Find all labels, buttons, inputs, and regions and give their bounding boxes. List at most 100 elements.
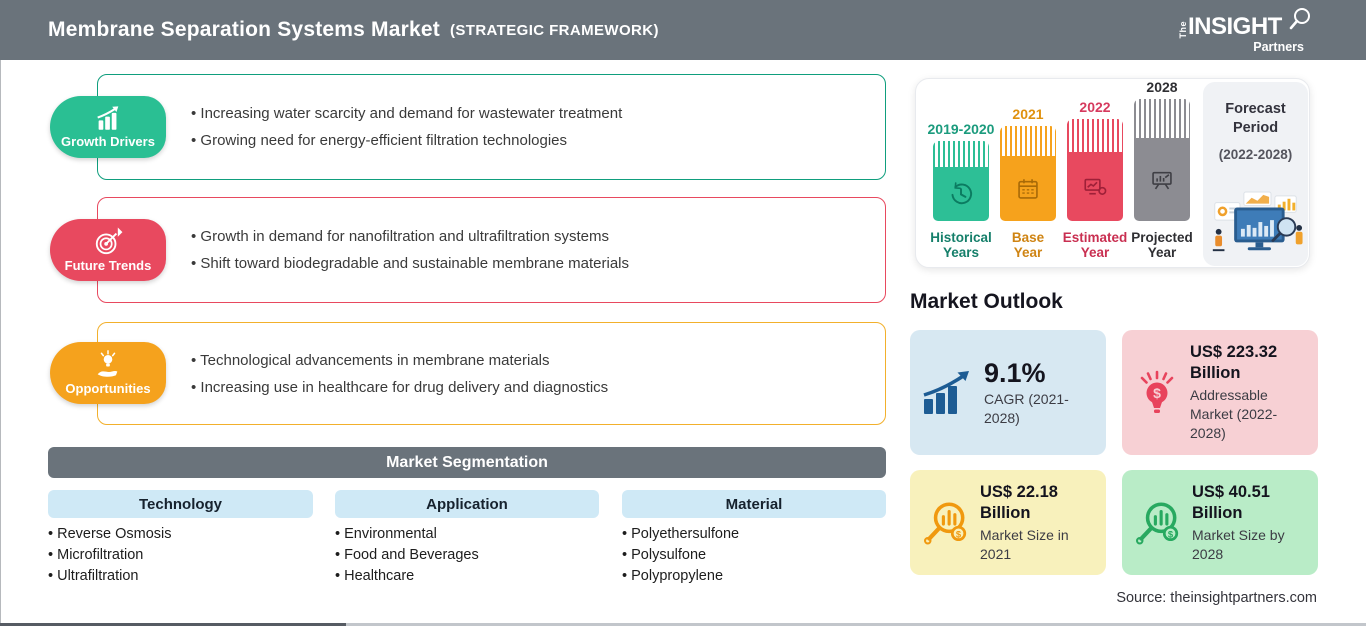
opportunities-box: Technological advancements in membrane m…	[97, 322, 886, 425]
list-item: Reverse Osmosis	[48, 524, 171, 545]
bullet-item: Growing need for energy-efficient filtra…	[191, 132, 622, 149]
list-item: Ultrafiltration	[48, 566, 172, 587]
timeline-bar-projected	[1134, 99, 1190, 221]
forecast-range: (2022-2028)	[1218, 147, 1293, 162]
cagr-value: 9.1%	[984, 357, 1046, 388]
market-caption: Market Size in 2021	[980, 526, 1069, 562]
bar-stripes	[1000, 126, 1056, 157]
market-value: US$ 223.32 Billion	[1190, 343, 1278, 382]
list-item: Polysulfone	[622, 545, 739, 566]
research-timeline-card: 2019-2020 2021 2022 2028	[915, 78, 1310, 268]
logo-the-text: The	[1178, 21, 1188, 39]
svg-text:$: $	[1168, 528, 1174, 539]
bar-body	[1000, 156, 1056, 221]
page-title: Membrane Separation Systems Market	[48, 18, 440, 41]
list-item: Food and Beverages	[335, 545, 479, 566]
segment-header-technology: Technology	[48, 490, 313, 518]
growth-chart-icon	[97, 106, 119, 130]
list-item: Polypropylene	[622, 566, 739, 587]
cagr-caption: CAGR (2021-2028)	[984, 390, 1069, 426]
market-value: US$ 40.51 Billion	[1192, 482, 1270, 522]
svg-text:$: $	[956, 528, 962, 539]
card-text: US$ 22.18 Billion Market Size in 2021	[980, 482, 1094, 564]
target-dart-icon	[95, 227, 123, 255]
segmentation-title: Market Segmentation	[386, 453, 548, 471]
list-item: Environmental	[335, 524, 479, 545]
material-list: Polyethersulfone Polysulfone Polypropyle…	[622, 524, 739, 587]
timeline-label: Historical Years	[930, 230, 992, 260]
timeline-year: 2022	[1079, 99, 1111, 115]
timeline-year: 2021	[1012, 106, 1044, 122]
market-value: US$ 22.18 Billion	[980, 482, 1058, 522]
market-caption: Addressable Market (2022-2028)	[1190, 387, 1278, 441]
window-bottom-edge	[0, 623, 1366, 626]
market-outlook-heading: Market Outlook	[910, 290, 1063, 313]
opportunities-badge: Opportunities	[50, 342, 166, 404]
company-logo: The INSIGHT Partners	[1178, 7, 1310, 54]
magnifier-icon	[1289, 8, 1310, 30]
bullet-item: Increasing water scarcity and demand for…	[191, 105, 622, 122]
calendar-icon	[1018, 178, 1038, 199]
logo-insight-text: INSIGHT	[1188, 13, 1282, 40]
bar-stripes	[933, 141, 989, 167]
segment-header-application: Application	[335, 490, 599, 518]
history-clock-icon	[951, 182, 973, 204]
badge-label: Future Trends	[64, 258, 152, 273]
badge-label: Opportunities	[65, 381, 151, 396]
technology-list: Reverse Osmosis Microfiltration Ultrafil…	[48, 524, 172, 587]
cagr-card: 9.1% CAGR (2021-2028)	[910, 330, 1106, 455]
future-trends-bullets: Growth in demand for nanofiltration and …	[191, 198, 629, 302]
page-subtitle: (STRATEGIC FRAMEWORK)	[449, 21, 659, 39]
svg-text:$: $	[1153, 385, 1161, 401]
bottom-progress-segment	[0, 623, 346, 626]
timeline-bar-base	[1000, 126, 1056, 221]
presentation-chart-icon	[1152, 171, 1172, 189]
window-left-edge	[0, 60, 1, 626]
addressable-market-card: $ US$ 223.32 Billion Addressable Market …	[1122, 330, 1318, 455]
segment-header-material: Material	[622, 490, 886, 518]
header-bar: Membrane Separation Systems Market (STRA…	[0, 0, 1366, 60]
opportunities-bullets: Technological advancements in membrane m…	[191, 323, 608, 424]
timeline-bar-estimated	[1067, 119, 1123, 221]
timeline-label: Projected Year	[1131, 230, 1193, 260]
badge-label: Growth Drivers	[61, 134, 155, 149]
analytics-illustration	[1212, 191, 1303, 252]
timeline-label: Base Year	[1011, 230, 1045, 260]
market-size-2028-card: $ US$ 40.51 Billion Market Size by 2028	[1122, 470, 1318, 575]
growth-drivers-bullets: Increasing water scarcity and demand for…	[191, 75, 622, 179]
forecast-title: Forecast Period	[1225, 101, 1286, 136]
bullet-item: Technological advancements in membrane m…	[191, 352, 608, 369]
growth-drivers-box: Increasing water scarcity and demand for…	[97, 74, 886, 180]
bar-body	[1067, 151, 1123, 221]
application-list: Environmental Food and Beverages Healthc…	[335, 524, 479, 587]
bar-body	[933, 166, 989, 221]
growth-drivers-badge: Growth Drivers	[50, 96, 166, 158]
source-attribution: Source: theinsightpartners.com	[1116, 590, 1317, 606]
growth-arrow-chart-icon	[923, 370, 969, 414]
timeline-year: 2028	[1146, 79, 1178, 95]
card-text: 9.1% CAGR (2021-2028)	[984, 358, 1094, 428]
timeline-year: 2019-2020	[927, 121, 995, 137]
list-item: Healthcare	[335, 566, 479, 587]
card-text: US$ 223.32 Billion Addressable Market (2…	[1190, 342, 1306, 443]
logo-partners-text: Partners	[1253, 40, 1304, 54]
magnifier-chart-icon: $	[923, 501, 967, 544]
future-trends-box: Growth in demand for nanofiltration and …	[97, 197, 886, 303]
monitor-gear-icon	[1084, 178, 1107, 196]
bullet-item: Shift toward biodegradable and sustainab…	[191, 255, 629, 272]
forecast-period-panel: Forecast Period (2022-2028)	[1203, 82, 1308, 266]
bar-body	[1134, 138, 1190, 221]
future-trends-badge: Future Trends	[50, 219, 166, 281]
bullet-item: Growth in demand for nanofiltration and …	[191, 228, 629, 245]
bar-stripes	[1067, 119, 1123, 152]
timeline-bar-historical	[933, 141, 989, 221]
bulb-dollar-icon: $	[1140, 370, 1174, 413]
card-text: US$ 40.51 Billion Market Size by 2028	[1192, 482, 1306, 564]
market-caption: Market Size by 2028	[1192, 526, 1285, 562]
bar-stripes	[1134, 99, 1190, 139]
timeline-label: Estimated Year	[1062, 230, 1128, 260]
bullet-item: Increasing use in healthcare for drug de…	[191, 379, 608, 396]
bulb-hand-icon	[97, 350, 118, 377]
list-item: Polyethersulfone	[622, 524, 739, 545]
